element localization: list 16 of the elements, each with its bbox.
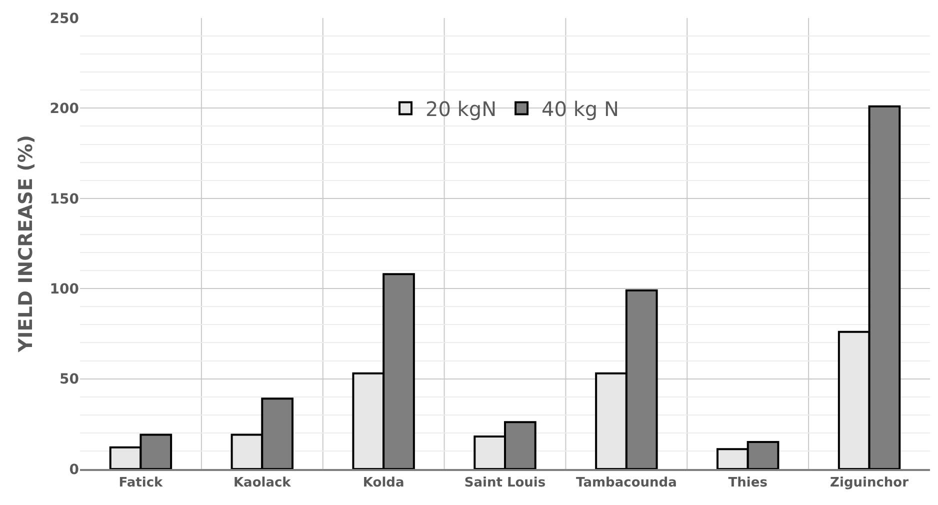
x-tick-label: Saint Louis bbox=[464, 475, 546, 490]
x-tick-label: Kaolack bbox=[233, 475, 292, 490]
x-tick-label: Kolda bbox=[362, 475, 404, 490]
y-tick-label: 0 bbox=[69, 462, 80, 478]
x-tick-label: Fatick bbox=[118, 475, 164, 490]
y-tick-label: 100 bbox=[50, 282, 80, 298]
x-tick-label: Tambacounda bbox=[576, 475, 677, 490]
y-tick-label: 150 bbox=[50, 191, 80, 208]
y-tick-label: 50 bbox=[60, 372, 80, 388]
y-axis-title: YIELD INCREASE (%) bbox=[15, 134, 37, 354]
legend-label: 40 kg N bbox=[542, 97, 619, 121]
x-tick-label: Ziguinchor bbox=[830, 475, 910, 490]
legend-label: 20 kgN bbox=[426, 97, 497, 121]
y-tick-label: 250 bbox=[50, 10, 80, 27]
y-tick-label: 200 bbox=[50, 101, 80, 118]
x-tick-label: Thies bbox=[728, 475, 768, 490]
